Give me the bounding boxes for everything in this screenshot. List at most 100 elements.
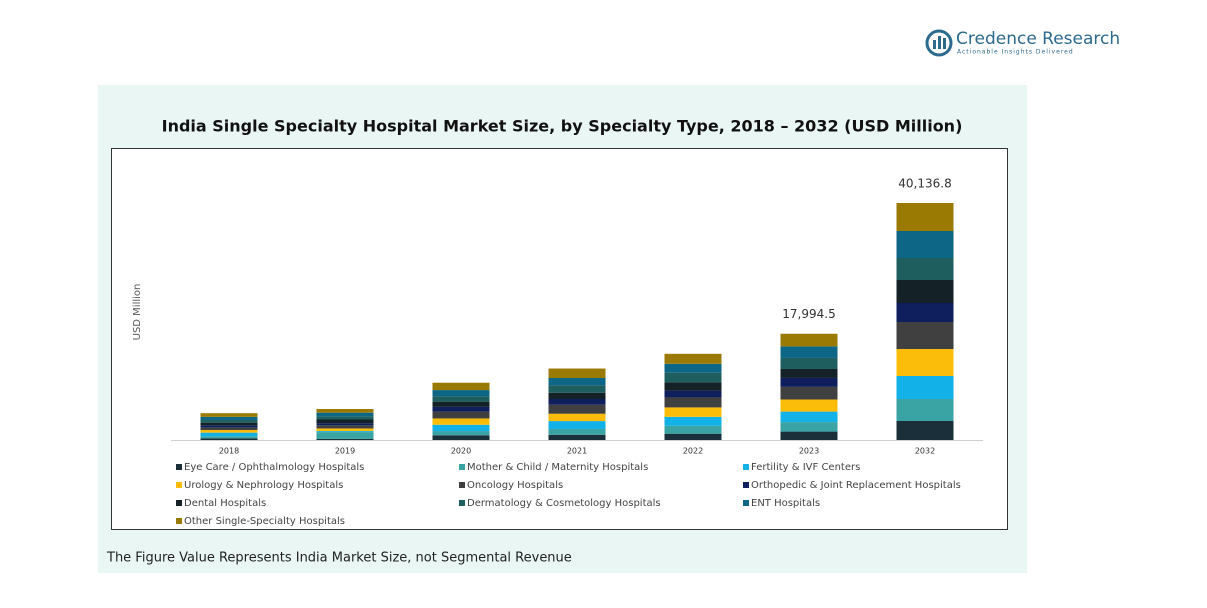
bar-segment	[548, 368, 606, 378]
bar-segment	[896, 303, 954, 323]
bar-segment	[896, 399, 954, 422]
bar-segment	[316, 416, 374, 420]
logo-name: Credence Research	[956, 29, 1120, 49]
bar-segment	[548, 404, 606, 414]
legend-label: Dermatology & Cosmetology Hospitals	[467, 498, 661, 509]
bar-segment	[316, 419, 374, 424]
bar-segment	[896, 376, 954, 400]
total-label: 17,994.5	[782, 307, 835, 321]
logo-icon-bar	[943, 38, 946, 49]
bar-segment	[780, 399, 838, 412]
logo-icon-bar	[938, 36, 941, 49]
bar-segment	[896, 421, 954, 440]
bar-segment	[432, 435, 490, 440]
x-tick-label: 2020	[451, 447, 471, 456]
x-tick-label: 2021	[567, 447, 587, 456]
bar-segment	[432, 390, 490, 397]
bar-segment	[432, 396, 490, 402]
x-tick-label: 2019	[335, 447, 355, 456]
legend-label: Mother & Child / Maternity Hospitals	[467, 462, 648, 473]
legend-label: Orthopedic & Joint Replacement Hospitals	[751, 480, 961, 491]
bar-segment	[548, 434, 606, 440]
bar-segment	[664, 425, 722, 434]
x-tick-label: 2023	[799, 447, 819, 456]
legend-swatch	[743, 482, 749, 488]
bar-segment	[664, 353, 722, 364]
legend-swatch	[743, 500, 749, 506]
bar-segment	[548, 377, 606, 386]
bar-segment	[664, 433, 722, 440]
bar-segment	[200, 422, 258, 426]
bar-segment	[200, 438, 258, 440]
legend-label: Oncology Hospitals	[467, 480, 563, 491]
legend-label: Eye Care / Ophthalmology Hospitals	[184, 462, 364, 473]
bar-segment	[316, 438, 374, 440]
bar-segment	[548, 428, 606, 435]
logo-icon	[925, 29, 953, 57]
bar-segment	[896, 280, 954, 304]
bar-segment	[664, 397, 722, 408]
bar-segment	[316, 408, 374, 413]
bar-segment	[664, 416, 722, 426]
bar-segment	[316, 432, 374, 439]
bar-segment	[432, 431, 490, 436]
bar-segment	[548, 385, 606, 393]
logo-icon-bar	[933, 40, 936, 49]
bar-segment	[200, 413, 258, 417]
bar-segment	[780, 431, 838, 440]
legend-swatch	[176, 482, 182, 488]
bar-segment	[316, 425, 374, 429]
legend-label: Dental Hospitals	[184, 498, 266, 509]
bar-segment	[316, 428, 374, 432]
plot-frame	[111, 148, 1008, 530]
bar-segment	[200, 425, 258, 428]
bar-segment	[664, 390, 722, 398]
chart-title: India Single Specialty Hospital Market S…	[162, 117, 963, 136]
bar-segment	[896, 349, 954, 377]
logo: Credence Research Actionable Insights De…	[925, 29, 1120, 57]
legend-swatch	[459, 464, 465, 470]
bar-segment	[432, 382, 490, 391]
x-tick-label: 2032	[915, 447, 935, 456]
bar-segment	[896, 203, 954, 232]
legend-label: Fertility & IVF Centers	[751, 462, 860, 473]
bar-segment	[780, 386, 838, 400]
bar-segment	[432, 424, 490, 432]
bar-segment	[200, 432, 258, 437]
x-tick-label: 2018	[219, 447, 239, 456]
logo-tagline: Actionable Insights Delivered	[957, 49, 1074, 56]
bar-segment	[200, 436, 258, 439]
legend-swatch	[459, 500, 465, 506]
legend-swatch	[176, 518, 182, 524]
legend-swatch	[459, 482, 465, 488]
footnote: The Figure Value Represents India Market…	[106, 551, 572, 566]
bar-segment	[548, 421, 606, 429]
total-label: 40,136.8	[898, 177, 951, 191]
bar-segment	[548, 413, 606, 422]
bar-segment	[432, 411, 490, 419]
bar-segment	[316, 423, 374, 426]
bar-segment	[432, 401, 490, 407]
bar-segment	[664, 382, 722, 391]
bar-segment	[664, 407, 722, 417]
bar-segment	[896, 322, 954, 350]
bar-segment	[780, 357, 838, 369]
bar-segment	[780, 368, 838, 378]
y-axis-label: USD Million	[132, 284, 143, 341]
legend-label: Urology & Nephrology Hospitals	[184, 480, 343, 491]
bar-segment	[780, 377, 838, 387]
bar-segment	[896, 231, 954, 259]
legend-label: ENT Hospitals	[751, 498, 820, 509]
legend-swatch	[176, 500, 182, 506]
bar-segment	[200, 416, 258, 421]
bar-segment	[200, 427, 258, 431]
bar-segment	[200, 430, 258, 433]
legend-label: Other Single-Specialty Hospitals	[184, 516, 345, 527]
legend-swatch	[176, 464, 182, 470]
bar-segment	[432, 406, 490, 412]
bar-segment	[548, 392, 606, 400]
bar-segment	[316, 431, 374, 433]
bar-segment	[780, 411, 838, 423]
bar-segment	[548, 399, 606, 405]
bar-segment	[780, 333, 838, 347]
